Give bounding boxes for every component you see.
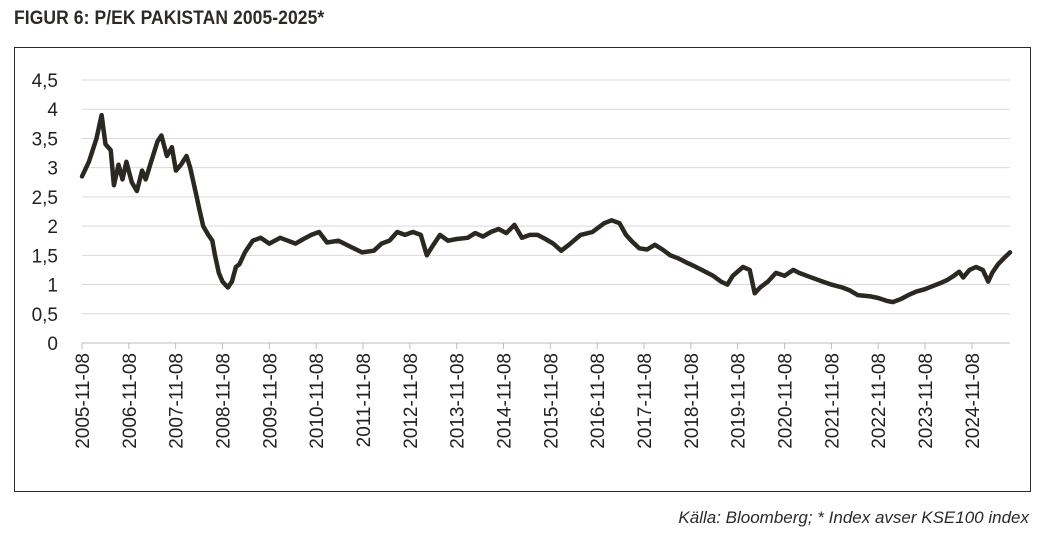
chart-frame: [14, 47, 1031, 492]
x-tick-label: 2007-11-08: [167, 353, 188, 449]
x-tick-label: 2021-11-08: [822, 353, 843, 449]
x-tick-label: 2016-11-08: [588, 353, 609, 449]
y-tick-label: 0: [47, 334, 58, 355]
x-tick-label: 2017-11-08: [635, 353, 656, 449]
x-tick-label: 2009-11-08: [260, 353, 281, 449]
x-tick-label: 2008-11-08: [214, 353, 235, 449]
y-tick-label: 4: [47, 100, 58, 121]
x-tick-label: 2010-11-08: [307, 353, 328, 449]
y-tick-label: 3: [47, 159, 58, 180]
y-tick-label: 1,5: [32, 246, 58, 267]
x-tick-label: 2019-11-08: [729, 353, 750, 449]
x-tick-label: 2006-11-08: [120, 353, 141, 449]
x-tick-label: 2011-11-08: [354, 353, 375, 447]
x-tick-label: 2022-11-08: [869, 353, 890, 449]
source-note: Källa: Bloomberg; * Index avser KSE100 i…: [678, 508, 1029, 527]
y-tick-label: 3,5: [32, 129, 58, 150]
x-tick-label: 2014-11-08: [494, 353, 515, 449]
y-tick-label: 2: [47, 217, 58, 238]
y-tick-label: 2,5: [32, 188, 58, 209]
y-tick-label: 0,5: [32, 305, 58, 326]
chart-title: FIGUR 6: P/EK PAKISTAN 2005-2025*: [14, 8, 325, 29]
x-tick-label: 2015-11-08: [541, 353, 562, 449]
series-line: [79, 112, 1013, 305]
x-tick-label: 2013-11-08: [448, 353, 469, 449]
y-tick-label: 1: [47, 276, 58, 297]
x-tick-label: 2023-11-08: [916, 353, 937, 449]
x-tick-label: 2018-11-08: [682, 353, 703, 449]
x-tick-label: 2012-11-08: [401, 353, 422, 449]
x-tick-label: 2024-11-08: [963, 353, 984, 449]
x-tick-label: 2005-11-08: [73, 353, 94, 449]
x-tick-label: 2020-11-08: [776, 353, 797, 449]
y-tick-label: 4,5: [32, 71, 58, 92]
